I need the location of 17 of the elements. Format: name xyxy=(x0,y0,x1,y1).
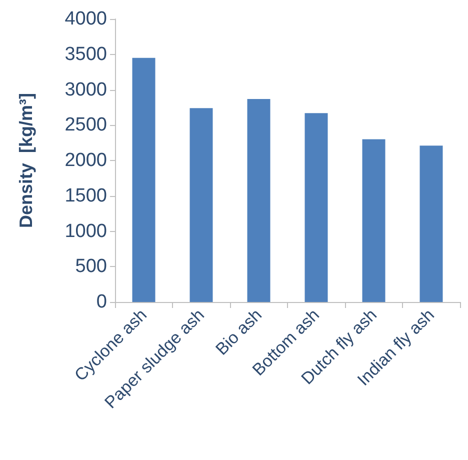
bar xyxy=(132,58,156,302)
y-tick-label: 2500 xyxy=(64,114,107,136)
y-tick-label: 1000 xyxy=(64,220,107,242)
y-tick-label: 0 xyxy=(96,292,107,312)
y-tick-label: 2000 xyxy=(64,150,107,171)
y-tick-label: 500 xyxy=(75,256,107,278)
y-tick-label: 3000 xyxy=(64,79,107,100)
y-tick-label: 3500 xyxy=(64,44,107,65)
y-axis-title: Density [kg/m³] xyxy=(16,92,36,228)
bar xyxy=(420,146,443,302)
y-tick-label: 1500 xyxy=(64,185,107,206)
bar xyxy=(247,98,270,302)
x-tick-label: Bio ash xyxy=(212,305,266,359)
bar xyxy=(304,113,328,302)
y-tick-label: 4000 xyxy=(64,8,107,30)
bar xyxy=(190,108,213,302)
bar xyxy=(362,139,386,302)
